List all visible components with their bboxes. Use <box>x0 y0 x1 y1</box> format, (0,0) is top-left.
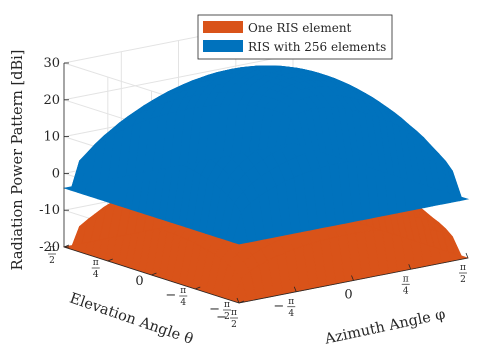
tick-text: 0 <box>135 274 143 289</box>
y-tick-mark <box>195 286 201 290</box>
x-tick-mark <box>408 264 412 270</box>
z-tick-label: 0 <box>52 166 60 181</box>
x-tick-label: π4 <box>401 274 410 296</box>
x-tick-mark <box>293 286 297 292</box>
tick-denominator: 2 <box>460 275 466 285</box>
legend-swatch-one-ris-element <box>203 21 243 33</box>
tick-numerator: π <box>231 308 237 318</box>
tick-denominator: 2 <box>224 312 230 322</box>
legend: One RIS element RIS with 256 elements <box>197 14 393 60</box>
z-axis-title: Radiation Power Pattern [dBi] <box>10 50 26 271</box>
tick-denominator: 2 <box>49 256 55 266</box>
surfaces <box>62 65 470 304</box>
y-tick-mark <box>63 244 70 248</box>
z-tick-label: -10 <box>39 203 60 218</box>
z-tick-label: -20 <box>39 240 60 255</box>
surface-patch <box>62 160 80 191</box>
y-tick-mark <box>238 300 245 304</box>
z-tick-label: 10 <box>43 130 60 145</box>
y-tick-label: − π 2 <box>209 300 231 322</box>
tick-numerator: π <box>460 263 466 273</box>
x-tick-mark <box>236 297 240 304</box>
tick-numerator: π <box>180 286 186 296</box>
legend-swatch-ris-256-elements <box>203 40 243 52</box>
y-tick-mark <box>107 258 113 262</box>
tick-numerator: π <box>49 244 55 254</box>
x-tick-mark <box>351 275 354 281</box>
x-tick-label: − π 4 <box>273 297 296 319</box>
y-tick-label: 0 <box>135 274 143 289</box>
tick-numerator: π <box>224 300 230 310</box>
z-tick-label: 20 <box>43 93 60 108</box>
z-tick-label: 30 <box>43 56 60 71</box>
tick-numerator: π <box>93 258 99 268</box>
y-tick-label: π4 <box>91 258 100 280</box>
y-tick-label: − π 4 <box>165 286 188 308</box>
legend-label-ris-256-elements: RIS with 256 elements <box>248 40 386 54</box>
tick-numerator: π <box>403 274 409 284</box>
tick-sign: − <box>216 310 227 325</box>
x-tick-label: π2 <box>459 263 467 285</box>
tick-denominator: 4 <box>288 309 294 319</box>
tick-numerator: π <box>288 297 294 307</box>
y-tick-mark <box>151 272 157 276</box>
x-tick-mark <box>465 252 469 259</box>
x-axis-title: Azimuth Angle φ <box>323 307 447 348</box>
tick-sign: − <box>165 288 176 303</box>
tick-sign: − <box>273 299 284 314</box>
tick-denominator: 2 <box>231 320 237 330</box>
legend-label-one-ris-element: One RIS element <box>248 21 352 35</box>
x-tick-label: − π2 <box>216 308 238 330</box>
surface-ris-256-elements <box>62 65 470 245</box>
tick-text: 0 <box>344 288 352 303</box>
tick-sign: − <box>209 302 220 317</box>
y-tick-label: π2 <box>48 244 56 266</box>
x-tick-label: 0 <box>344 288 352 303</box>
tick-denominator: 4 <box>180 298 186 308</box>
tick-denominator: 4 <box>93 270 99 280</box>
tick-denominator: 4 <box>403 286 409 296</box>
